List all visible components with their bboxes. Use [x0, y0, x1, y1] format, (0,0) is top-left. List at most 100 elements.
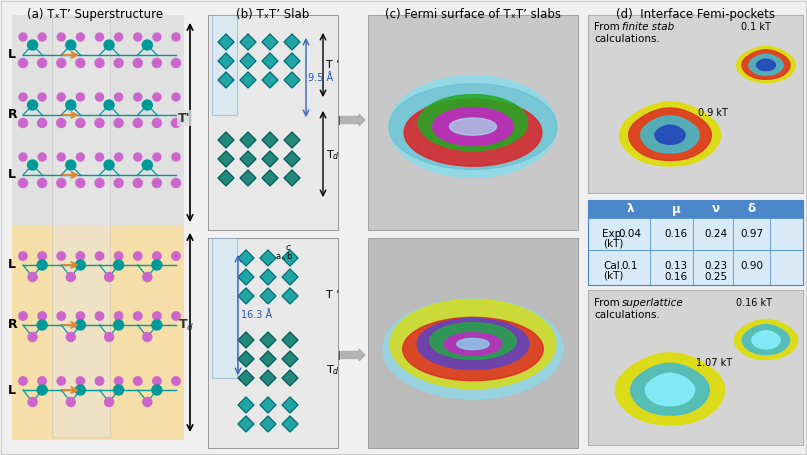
Polygon shape — [260, 370, 276, 386]
Circle shape — [75, 260, 86, 270]
Polygon shape — [260, 416, 276, 432]
Circle shape — [57, 153, 65, 161]
Polygon shape — [260, 288, 276, 304]
Circle shape — [115, 312, 123, 320]
Circle shape — [115, 93, 123, 101]
Polygon shape — [284, 72, 300, 88]
Polygon shape — [262, 151, 278, 167]
Circle shape — [19, 377, 27, 385]
Circle shape — [77, 93, 85, 101]
Polygon shape — [457, 339, 489, 349]
Circle shape — [76, 377, 85, 385]
Bar — [52, 17, 110, 437]
Text: 0.97: 0.97 — [741, 229, 763, 239]
FancyArrow shape — [341, 114, 365, 126]
Text: 0.16: 0.16 — [664, 272, 688, 282]
Text: T$_d$: T$_d$ — [326, 148, 340, 162]
Polygon shape — [238, 269, 254, 285]
Circle shape — [114, 260, 123, 270]
Text: (b) TₓT’ Slab: (b) TₓT’ Slab — [236, 8, 310, 21]
Text: 16.3 Å: 16.3 Å — [241, 310, 272, 320]
Polygon shape — [631, 363, 709, 415]
Circle shape — [19, 178, 27, 187]
Circle shape — [153, 377, 161, 385]
Polygon shape — [737, 46, 796, 82]
Circle shape — [76, 252, 85, 260]
Polygon shape — [260, 332, 276, 348]
Circle shape — [75, 320, 86, 330]
Polygon shape — [757, 59, 776, 71]
Text: R: R — [8, 318, 18, 332]
Circle shape — [57, 377, 65, 385]
Bar — [212, 238, 237, 378]
Polygon shape — [260, 269, 276, 285]
Circle shape — [133, 377, 142, 385]
Bar — [208, 15, 338, 230]
Text: 9.5 Å: 9.5 Å — [308, 73, 333, 83]
Circle shape — [19, 33, 27, 41]
Text: T ': T ' — [326, 290, 340, 300]
Circle shape — [172, 118, 181, 127]
Circle shape — [134, 33, 142, 41]
Circle shape — [19, 153, 27, 161]
Polygon shape — [262, 132, 278, 148]
Polygon shape — [620, 102, 721, 166]
Text: calculations.: calculations. — [594, 34, 660, 44]
Circle shape — [115, 377, 123, 385]
Text: T ': T ' — [326, 60, 340, 70]
Circle shape — [115, 153, 123, 161]
Polygon shape — [282, 288, 298, 304]
Polygon shape — [284, 132, 300, 148]
Polygon shape — [444, 333, 502, 355]
Polygon shape — [260, 397, 276, 413]
Polygon shape — [238, 397, 254, 413]
Text: 0.1: 0.1 — [621, 261, 638, 271]
Polygon shape — [240, 72, 256, 88]
Circle shape — [104, 40, 114, 50]
Polygon shape — [240, 53, 256, 69]
Polygon shape — [734, 319, 797, 359]
Text: calculations.: calculations. — [594, 310, 660, 320]
Polygon shape — [284, 170, 300, 186]
Circle shape — [38, 118, 47, 127]
Polygon shape — [238, 288, 254, 304]
Bar — [368, 238, 578, 448]
Polygon shape — [282, 351, 298, 367]
Circle shape — [133, 252, 142, 260]
Circle shape — [105, 333, 114, 342]
Circle shape — [38, 33, 46, 41]
Circle shape — [77, 153, 85, 161]
Polygon shape — [260, 250, 276, 266]
Text: (kT): (kT) — [603, 239, 623, 249]
Circle shape — [134, 93, 142, 101]
Text: 0.9 kT: 0.9 kT — [698, 108, 728, 118]
Circle shape — [56, 118, 65, 127]
Circle shape — [28, 273, 37, 282]
Polygon shape — [240, 34, 256, 50]
Circle shape — [19, 312, 27, 320]
Circle shape — [143, 333, 152, 342]
Circle shape — [76, 59, 85, 67]
Polygon shape — [262, 53, 278, 69]
Text: 0.16: 0.16 — [664, 229, 688, 239]
Circle shape — [77, 33, 85, 41]
Circle shape — [153, 118, 161, 127]
Circle shape — [66, 160, 76, 170]
Circle shape — [153, 33, 161, 41]
Polygon shape — [218, 53, 234, 69]
Circle shape — [114, 118, 123, 127]
Circle shape — [76, 118, 85, 127]
Bar — [588, 200, 803, 218]
Circle shape — [57, 33, 65, 41]
Polygon shape — [752, 331, 780, 349]
Polygon shape — [417, 318, 529, 369]
Circle shape — [56, 59, 65, 67]
Circle shape — [95, 33, 103, 41]
Circle shape — [105, 398, 114, 406]
Circle shape — [95, 153, 103, 161]
Circle shape — [153, 252, 161, 260]
Circle shape — [66, 273, 75, 282]
Circle shape — [115, 33, 123, 41]
Bar — [368, 15, 578, 230]
Text: L: L — [8, 258, 16, 272]
